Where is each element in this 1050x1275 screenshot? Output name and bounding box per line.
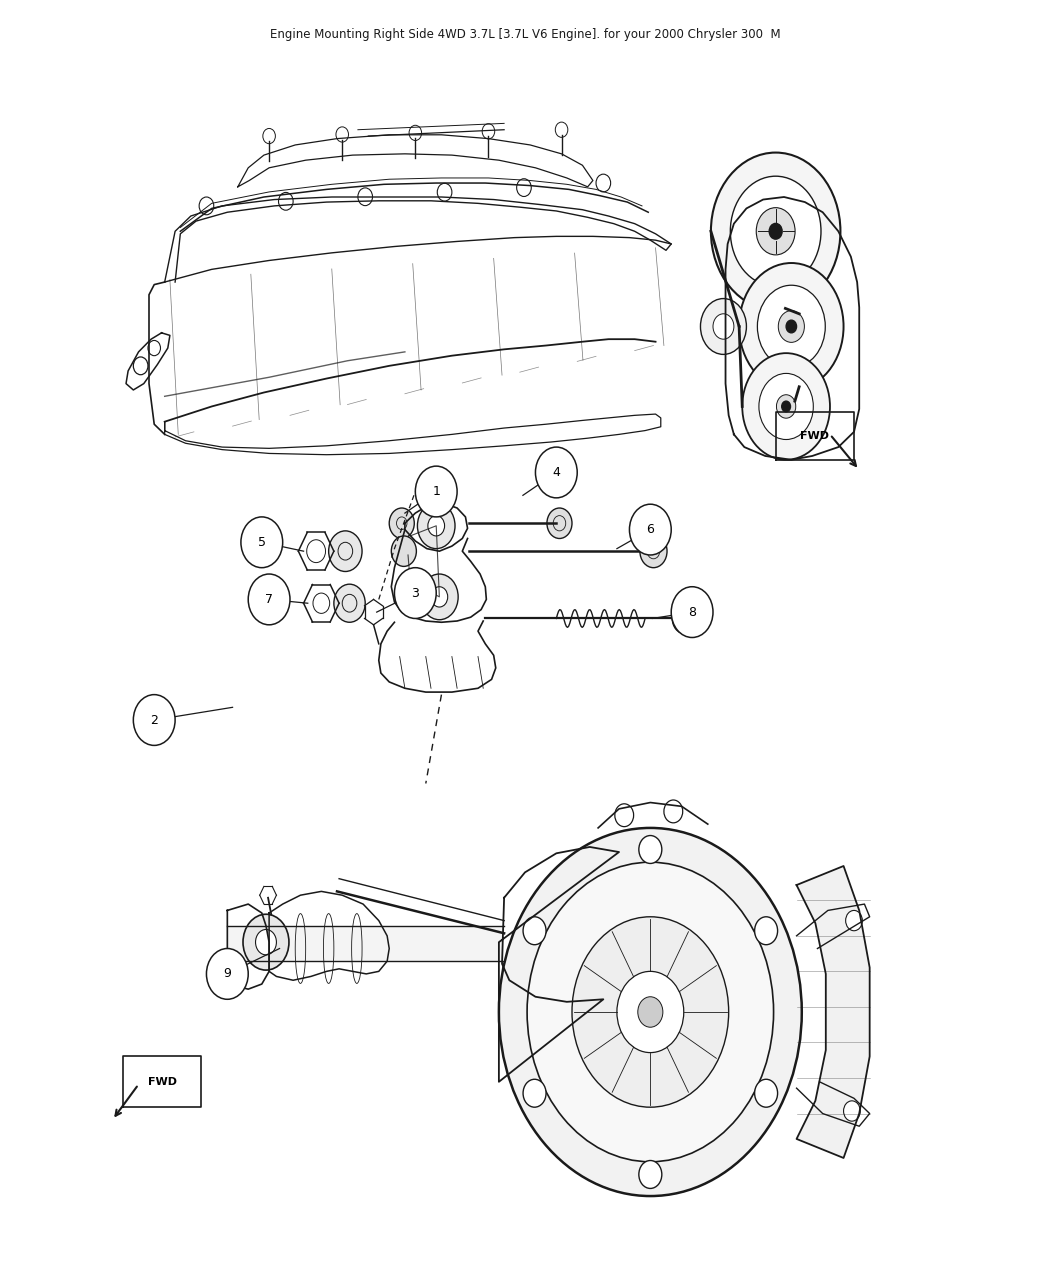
Polygon shape xyxy=(228,926,504,961)
Text: 6: 6 xyxy=(647,523,654,536)
Circle shape xyxy=(770,223,782,240)
Circle shape xyxy=(421,574,458,620)
Text: Engine Mounting Right Side 4WD 3.7L [3.7L V6 Engine]. for your 2000 Chrysler 300: Engine Mounting Right Side 4WD 3.7L [3.7… xyxy=(270,28,780,41)
Circle shape xyxy=(240,516,282,567)
Circle shape xyxy=(255,929,276,955)
Circle shape xyxy=(756,208,795,255)
Circle shape xyxy=(395,567,436,618)
Circle shape xyxy=(731,176,821,287)
Circle shape xyxy=(843,1100,860,1121)
Text: 4: 4 xyxy=(552,465,561,479)
Text: 1: 1 xyxy=(433,484,440,499)
Circle shape xyxy=(776,395,796,418)
Circle shape xyxy=(781,402,791,412)
Circle shape xyxy=(572,917,729,1107)
Circle shape xyxy=(637,997,663,1028)
Circle shape xyxy=(755,1079,778,1107)
Circle shape xyxy=(390,507,415,538)
Circle shape xyxy=(427,515,444,536)
Circle shape xyxy=(755,917,778,945)
Circle shape xyxy=(418,502,455,548)
Circle shape xyxy=(638,835,662,863)
Circle shape xyxy=(547,507,572,538)
Circle shape xyxy=(523,917,546,945)
Circle shape xyxy=(133,695,175,746)
Circle shape xyxy=(672,603,697,634)
Circle shape xyxy=(248,574,290,625)
Circle shape xyxy=(778,311,804,343)
Circle shape xyxy=(739,263,843,390)
Circle shape xyxy=(664,799,682,822)
Circle shape xyxy=(430,586,447,607)
Circle shape xyxy=(392,536,417,566)
Text: 8: 8 xyxy=(688,606,696,618)
Circle shape xyxy=(711,153,840,310)
Polygon shape xyxy=(797,866,869,1158)
Circle shape xyxy=(638,1160,662,1188)
Circle shape xyxy=(243,914,289,970)
Circle shape xyxy=(615,803,633,826)
Circle shape xyxy=(617,972,684,1053)
Text: FWD: FWD xyxy=(148,1077,177,1086)
Circle shape xyxy=(329,530,362,571)
Text: 3: 3 xyxy=(412,586,419,599)
Circle shape xyxy=(671,586,713,638)
Circle shape xyxy=(742,353,830,460)
Circle shape xyxy=(416,467,457,516)
Text: 9: 9 xyxy=(224,968,231,980)
Circle shape xyxy=(700,298,747,354)
Circle shape xyxy=(334,584,365,622)
Circle shape xyxy=(757,286,825,367)
Circle shape xyxy=(536,448,578,497)
Text: 7: 7 xyxy=(265,593,273,606)
Circle shape xyxy=(207,949,248,1000)
Circle shape xyxy=(759,374,814,440)
Circle shape xyxy=(523,1079,546,1107)
Circle shape xyxy=(786,320,797,333)
Text: 5: 5 xyxy=(258,536,266,548)
Text: FWD: FWD xyxy=(800,431,828,441)
Text: 2: 2 xyxy=(150,714,159,727)
Circle shape xyxy=(629,504,671,555)
Circle shape xyxy=(499,827,802,1196)
Circle shape xyxy=(639,534,667,567)
Circle shape xyxy=(527,862,774,1162)
Circle shape xyxy=(713,314,734,339)
Circle shape xyxy=(845,910,862,931)
